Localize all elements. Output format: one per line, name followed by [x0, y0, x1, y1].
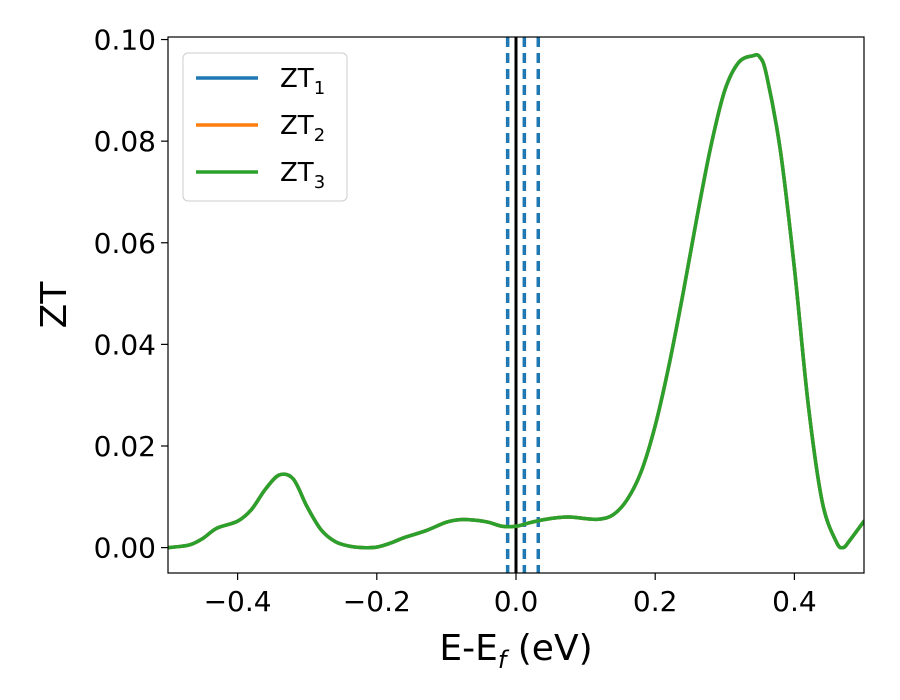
x-tick-label: 0.0: [494, 585, 539, 618]
legend-label-zt2: ZT2: [280, 111, 325, 146]
y-axis-ticks: 0.00 0.02 0.04 0.06 0.08 0.10: [94, 24, 168, 565]
x-tick-label: 0.2: [633, 585, 678, 618]
y-tick-label: 0.10: [94, 24, 156, 57]
x-tick-label: −0.2: [343, 585, 411, 618]
legend-box: [182, 52, 348, 202]
x-axis-label: E-Ef (eV): [439, 628, 592, 674]
y-tick-label: 0.00: [94, 532, 156, 565]
series-line-zt3: [168, 53, 864, 550]
series-lines: [168, 53, 864, 550]
y-axis-label: ZT: [34, 281, 75, 329]
legend: ZT1 ZT2 ZT3: [182, 52, 348, 202]
y-tick-label: 0.02: [94, 430, 156, 463]
x-axis-ticks: −0.4 −0.2 0.0 0.2 0.4: [204, 573, 817, 618]
x-axis-label-unit: (eV): [506, 628, 592, 669]
legend-label-zt1: ZT1: [280, 64, 325, 99]
y-tick-label: 0.04: [94, 328, 156, 361]
reference-lines: [505, 37, 541, 573]
y-tick-label: 0.06: [94, 227, 156, 260]
y-tick-label: 0.08: [94, 125, 156, 158]
x-tick-label: 0.4: [772, 585, 817, 618]
x-tick-label: −0.4: [204, 585, 272, 618]
legend-label-zt3: ZT3: [280, 158, 325, 193]
